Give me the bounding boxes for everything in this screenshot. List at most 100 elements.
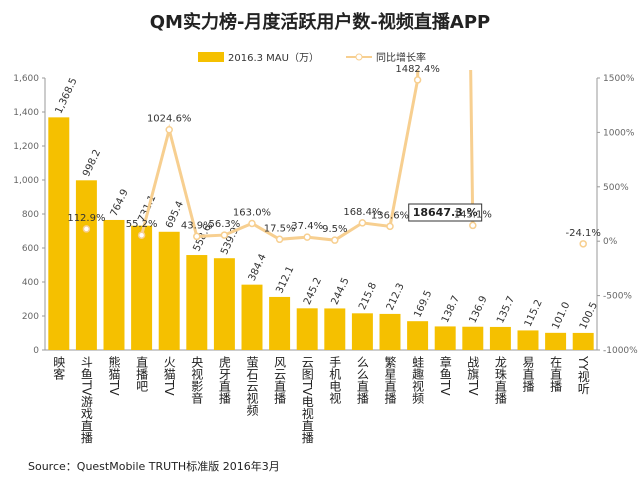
growth-marker (220, 231, 229, 239)
x-tick-label: 云图TV电视直播 (300, 356, 314, 444)
x-tick-label: 繁星直播 (383, 355, 397, 405)
data-label: 163.0% (233, 207, 271, 218)
data-label: 112.9% (67, 213, 105, 224)
bar (75, 180, 97, 350)
y2-tick-label: -500% (603, 292, 632, 302)
y-tick-label: 1,000 (13, 176, 39, 186)
data-label: 135.7 (495, 295, 517, 326)
x-tick-label: 么么直播 (355, 356, 369, 405)
data-label: -24.1% (566, 228, 601, 239)
data-label: 312.1 (274, 265, 296, 296)
bar (434, 326, 456, 350)
data-label: 145.1% (454, 209, 492, 220)
bar (158, 231, 180, 350)
growth-marker (137, 231, 146, 239)
data-label: 212.3 (385, 282, 407, 313)
data-label: 18647.3 % (413, 206, 478, 219)
data-label: 169.5 (412, 289, 434, 320)
data-label: 17.5% (264, 223, 296, 234)
data-label: 1,368.5 (54, 76, 80, 115)
data-label: 215.8 (357, 281, 379, 312)
x-tick-label: 风云直播 (273, 356, 287, 405)
y2-tick-label: 500% (603, 183, 629, 193)
x-tick-label: YY视听 (576, 355, 590, 395)
x-tick-label: 虎牙直播 (217, 356, 231, 405)
bar (517, 330, 539, 350)
data-label: 1024.6% (147, 114, 192, 125)
bar (462, 326, 484, 350)
x-tick-label: 直播吧 (135, 356, 149, 392)
data-label: 101.0 (550, 300, 572, 331)
growth-marker (193, 232, 201, 241)
y2-tick-label: -1000% (603, 346, 638, 356)
bar (269, 296, 291, 350)
data-label: 384.4 (247, 252, 269, 283)
x-tick-label: 易直播 (521, 356, 535, 393)
growth-marker (469, 221, 477, 230)
data-label: 168.4% (343, 207, 381, 218)
x-tick-label: 萤石云视频 (245, 356, 259, 417)
y-tick-label: 200 (22, 312, 39, 322)
bar (407, 321, 429, 350)
growth-marker (248, 219, 256, 228)
bar (296, 308, 318, 350)
y-tick-label: 1,200 (13, 142, 39, 152)
x-tick-label: 映客 (52, 356, 66, 381)
y-tick-label: 800 (22, 210, 39, 220)
bar (48, 117, 70, 350)
x-tick-label: 章鱼TV (438, 355, 452, 397)
data-label: 9.5% (322, 224, 347, 235)
y-tick-label: 400 (22, 278, 39, 288)
growth-marker (82, 225, 91, 233)
x-tick-label: 斗鱼TV游戏直播 (79, 356, 93, 445)
data-label: 1482.4% (395, 64, 440, 75)
growth-marker (303, 233, 311, 241)
data-label: 245.2 (302, 276, 324, 307)
growth-marker (165, 125, 173, 134)
y2-tick-label: 0% (603, 237, 618, 247)
growth-marker (579, 240, 587, 248)
bar (351, 313, 373, 350)
bar (103, 219, 125, 350)
x-tick-label: 央视影音 (190, 356, 204, 405)
label-box (408, 203, 483, 222)
data-label: 138.7 (440, 294, 462, 325)
x-tick-label: 手机电视 (328, 356, 342, 404)
x-tick-label: 蛙趣视频 (411, 356, 425, 405)
bar (131, 225, 153, 350)
growth-marker (358, 219, 367, 227)
data-label: 244.5 (330, 276, 352, 307)
bar (213, 258, 235, 350)
x-tick-label: 龙珠直播 (493, 356, 507, 405)
growth-marker (331, 236, 339, 244)
data-label: 55.2% (126, 219, 158, 230)
bar (379, 313, 401, 350)
legend-marker (355, 53, 363, 61)
data-label: 56.3% (209, 219, 241, 230)
y-tick-label: 1,400 (13, 108, 39, 118)
data-label: 43.9% (181, 220, 213, 231)
legend-label: 2016.3 MAU（万） (228, 52, 319, 64)
bar (241, 284, 263, 350)
x-tick-label: 火猫TV (162, 356, 176, 396)
bar (545, 332, 567, 350)
data-label: 764.9 (109, 188, 131, 219)
y-tick-label: 600 (22, 244, 39, 254)
growth-marker (413, 76, 422, 84)
x-tick-label: 在直播 (549, 356, 563, 393)
y2-tick-label: 1500% (603, 74, 635, 84)
x-tick-label: 熊猫TV (107, 355, 121, 397)
bar (186, 255, 208, 350)
data-label: 136.6% (371, 210, 409, 221)
legend-label: 同比增长率 (376, 51, 426, 64)
legend-swatch (198, 52, 224, 62)
y-tick-label: 0 (33, 346, 39, 356)
y2-tick-label: 1000% (603, 128, 635, 138)
chart-title: QM实力榜-月度活跃用户数-视频直播APP (150, 11, 490, 33)
bar (489, 326, 511, 350)
bar (572, 332, 594, 350)
data-label: 998.2 (81, 148, 103, 179)
line-group (82, 70, 587, 248)
data-label: 115.2 (523, 298, 545, 329)
